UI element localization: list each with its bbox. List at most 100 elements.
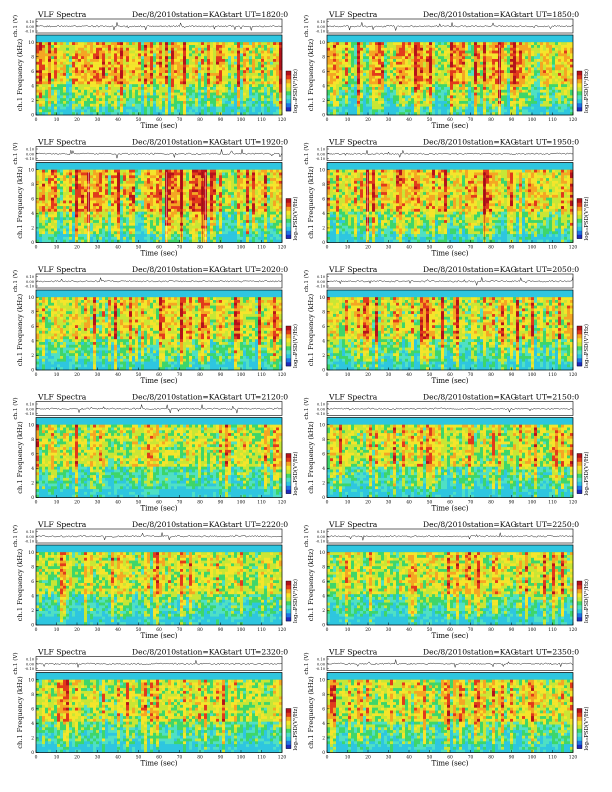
spectrogram-cell <box>207 59 210 62</box>
spectrogram-cell <box>231 62 234 65</box>
spectrogram-cell <box>183 81 186 84</box>
spectrogram-cell <box>144 67 147 70</box>
spectrogram-cell <box>225 79 228 82</box>
spectrogram-cell <box>135 65 138 68</box>
spectrogram-cell <box>147 104 150 107</box>
spectrogram-cell <box>129 84 132 87</box>
spectrogram-cell <box>243 53 246 56</box>
spectrogram-cell <box>192 59 195 62</box>
spectrogram-cell <box>108 104 111 107</box>
spectrogram-cell <box>234 79 237 82</box>
spectrogram-cell <box>78 87 81 90</box>
spectrogram-cell <box>141 59 144 62</box>
spectrogram-cell <box>189 45 192 48</box>
spectrogram-cell <box>162 51 165 54</box>
spectrogram-cell <box>231 42 234 45</box>
spectrogram-cell <box>99 84 102 87</box>
spectrogram-cell <box>105 101 108 104</box>
spectrogram-cell <box>39 98 42 101</box>
spectrogram-cell <box>135 56 138 59</box>
spectrogram-cell <box>219 73 222 76</box>
spectrogram-cell <box>201 65 204 68</box>
spectrogram-cell <box>237 73 240 76</box>
spectrogram-cell <box>120 42 123 45</box>
spectrogram-cell <box>198 56 201 59</box>
spectrogram-cell <box>159 56 162 59</box>
spectrogram-cell <box>177 76 180 79</box>
spectrogram-cell <box>75 101 78 104</box>
spectrogram-cell <box>63 98 66 101</box>
spectrogram-cell <box>78 84 81 87</box>
spectrogram-cell <box>204 109 207 112</box>
spectrogram-cell <box>228 51 231 54</box>
spectrogram-cell <box>156 84 159 87</box>
spectrogram-cell <box>132 98 135 101</box>
spectrogram-cell <box>171 62 174 65</box>
spectrogram-cell <box>81 42 84 45</box>
spectrogram-cell <box>69 84 72 87</box>
spectrogram-cell <box>192 42 195 45</box>
spectrogram-cell <box>132 79 135 82</box>
spectrogram-cell <box>96 93 99 96</box>
spectrogram-cell <box>108 53 111 56</box>
spectrogram-cell <box>177 45 180 48</box>
spectrogram-cell <box>153 56 156 59</box>
spectrogram-cell <box>96 84 99 87</box>
spectrogram-cell <box>144 73 147 76</box>
spectrogram-cell <box>189 107 192 110</box>
spectrogram-cell <box>126 98 129 101</box>
spectrogram-cell <box>240 101 243 104</box>
spectrogram-cell <box>177 93 180 96</box>
spectrogram-cell <box>60 70 63 73</box>
spectrogram-cell <box>57 76 60 79</box>
spectrogram-cell <box>189 53 192 56</box>
spectrogram-cell <box>168 87 171 90</box>
spectrogram-cell <box>72 107 75 110</box>
spectrogram-cell <box>51 79 54 82</box>
spectrogram-cell <box>126 84 129 87</box>
spectrogram-cell <box>138 87 141 90</box>
spectrogram-cell <box>162 48 165 51</box>
spectrogram-cell <box>225 67 228 70</box>
spectrogram-cell <box>243 87 246 90</box>
spectrogram-cell <box>237 84 240 87</box>
spectrogram-cell <box>102 65 105 68</box>
spectrogram-cell <box>138 104 141 107</box>
spectrogram-cell <box>66 70 69 73</box>
spectrogram-cell <box>39 62 42 65</box>
spectrogram-cell <box>108 98 111 101</box>
spectrogram-cell <box>102 84 105 87</box>
spectrogram-cell <box>123 56 126 59</box>
spectrogram-cell <box>213 70 216 73</box>
spectrogram-cell <box>132 62 135 65</box>
spectrogram-cell <box>126 62 129 65</box>
spectrogram-cell <box>66 65 69 68</box>
spectrogram-cell <box>171 95 174 98</box>
spectrogram-cell <box>162 53 165 56</box>
spectrogram-cell <box>243 84 246 87</box>
spectrogram-cell <box>168 95 171 98</box>
spectrogram-cell <box>138 90 141 93</box>
spectrogram-cell <box>159 107 162 110</box>
spectrogram-cell <box>75 56 78 59</box>
spectrogram-cell <box>240 87 243 90</box>
spectrogram-cell <box>42 56 45 59</box>
spectrogram-cell <box>111 48 114 51</box>
spectrogram-cell <box>120 101 123 104</box>
spectrogram-cell <box>189 56 192 59</box>
spectrogram-cell <box>180 67 183 70</box>
spectrogram-cell <box>42 101 45 104</box>
spectrogram-cell <box>99 42 102 45</box>
spectrogram-cell <box>222 45 225 48</box>
spectrogram-cell <box>174 87 177 90</box>
spectrogram-cell <box>237 79 240 82</box>
spectrogram-cell <box>93 48 96 51</box>
spectrogram-cell <box>177 95 180 98</box>
spectrogram-cell <box>204 45 207 48</box>
spectrogram-cell <box>42 70 45 73</box>
spectrogram-cell <box>168 70 171 73</box>
spectrogram-cell <box>180 107 183 110</box>
spectrogram-cell <box>207 79 210 82</box>
spectrogram-cell <box>216 104 219 107</box>
spectrogram-cell <box>162 93 165 96</box>
